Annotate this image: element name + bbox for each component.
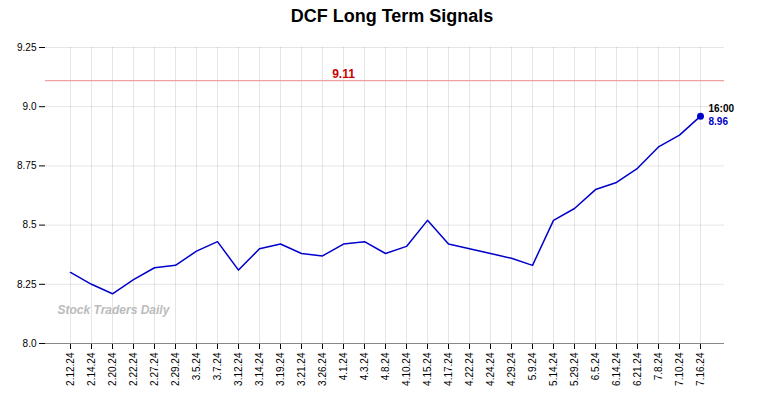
svg-text:2.14.24: 2.14.24 bbox=[86, 352, 97, 386]
svg-text:4.1.24: 4.1.24 bbox=[338, 352, 349, 380]
svg-text:6.14.24: 6.14.24 bbox=[611, 352, 622, 386]
svg-text:3.26.24: 3.26.24 bbox=[317, 352, 328, 386]
svg-text:7.16.24: 7.16.24 bbox=[695, 352, 706, 386]
svg-text:9.11: 9.11 bbox=[332, 67, 355, 81]
svg-text:Stock Traders Daily: Stock Traders Daily bbox=[58, 303, 171, 317]
svg-text:9.25: 9.25 bbox=[17, 42, 37, 53]
svg-text:6.5.24: 6.5.24 bbox=[590, 352, 601, 380]
svg-text:3.12.24: 3.12.24 bbox=[233, 352, 244, 386]
svg-text:2.27.24: 2.27.24 bbox=[149, 352, 160, 386]
svg-text:7.8.24: 7.8.24 bbox=[653, 352, 664, 380]
svg-text:5.14.24: 5.14.24 bbox=[548, 352, 559, 386]
svg-text:2.22.24: 2.22.24 bbox=[128, 352, 139, 386]
svg-text:7.10.24: 7.10.24 bbox=[674, 352, 685, 386]
svg-text:5.29.24: 5.29.24 bbox=[569, 352, 580, 386]
svg-text:8.5: 8.5 bbox=[23, 219, 37, 230]
svg-text:4.24.24: 4.24.24 bbox=[485, 352, 496, 386]
svg-text:9.0: 9.0 bbox=[23, 101, 37, 112]
svg-text:4.10.24: 4.10.24 bbox=[401, 352, 412, 386]
svg-text:8.25: 8.25 bbox=[17, 279, 37, 290]
svg-text:4.8.24: 4.8.24 bbox=[380, 352, 391, 380]
html-text:DCF Long Term Signals: DCF Long Term Signals bbox=[290, 6, 494, 26]
svg-text:3.5.24: 3.5.24 bbox=[191, 352, 202, 380]
svg-text:3.19.24: 3.19.24 bbox=[275, 352, 286, 386]
svg-text:2.12.24: 2.12.24 bbox=[65, 352, 76, 386]
svg-text:4.3.24: 4.3.24 bbox=[359, 352, 370, 380]
svg-text:3.14.24: 3.14.24 bbox=[254, 352, 265, 386]
svg-text:6.21.24: 6.21.24 bbox=[632, 352, 643, 386]
svg-text:3.7.24: 3.7.24 bbox=[212, 352, 223, 380]
svg-text:8.0: 8.0 bbox=[23, 338, 37, 349]
svg-text:2.29.24: 2.29.24 bbox=[170, 352, 181, 386]
svg-text:4.15.24: 4.15.24 bbox=[422, 352, 433, 386]
svg-text:16:00: 16:00 bbox=[709, 103, 735, 114]
svg-text:8.96: 8.96 bbox=[709, 116, 729, 127]
svg-text:3.21.24: 3.21.24 bbox=[296, 352, 307, 386]
svg-text:4.17.24: 4.17.24 bbox=[443, 352, 454, 386]
svg-text:5.9.24: 5.9.24 bbox=[527, 352, 538, 380]
svg-text:8.75: 8.75 bbox=[17, 160, 37, 171]
svg-text:4.29.24: 4.29.24 bbox=[506, 352, 517, 386]
svg-text:2.20.24: 2.20.24 bbox=[107, 352, 118, 386]
svg-text:4.22.24: 4.22.24 bbox=[464, 352, 475, 386]
